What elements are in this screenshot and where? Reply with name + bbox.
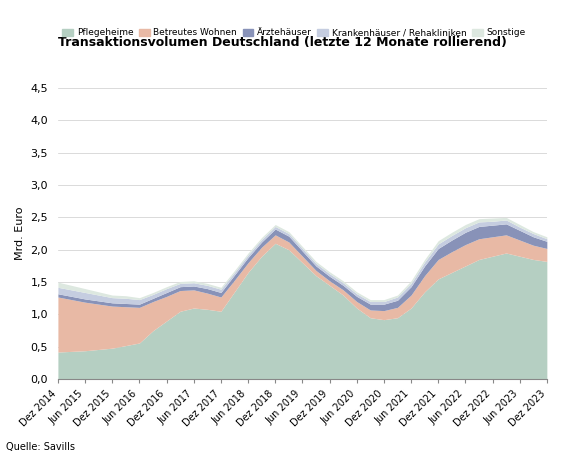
Text: Quelle: Savills: Quelle: Savills bbox=[6, 442, 75, 452]
Y-axis label: Mrd. Euro: Mrd. Euro bbox=[15, 207, 25, 260]
Legend: Pflegeheime, Betreutes Wohnen, Ärztehäuser, Krankenhäuser / Rehakliniken, Sonsti: Pflegeheime, Betreutes Wohnen, Ärztehäus… bbox=[63, 28, 525, 37]
Text: Transaktionsvolumen Deutschland (letzte 12 Monate rollierend): Transaktionsvolumen Deutschland (letzte … bbox=[58, 36, 507, 49]
